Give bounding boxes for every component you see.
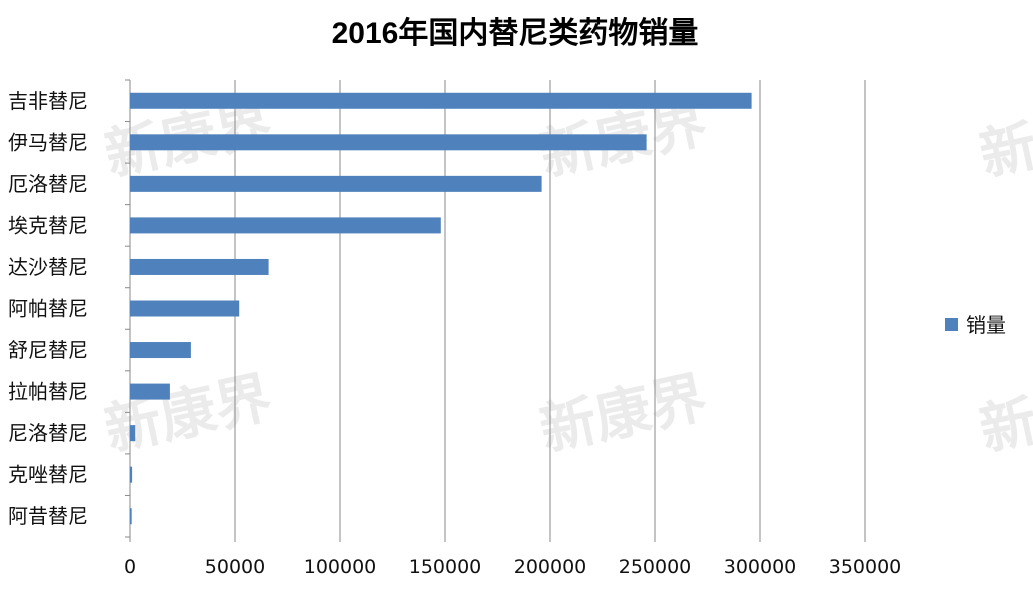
category-label: 吉非替尼 <box>8 89 88 113</box>
x-tick-labels: 0 50000 100000 150000 200000 250000 300000 3500… <box>124 556 901 578</box>
watermark-text: 新康界 <box>974 365 1033 464</box>
bar <box>130 258 269 275</box>
category-label: 拉帕替尼 <box>8 380 88 404</box>
x-tick-label: 0 <box>124 556 136 578</box>
bar <box>130 300 240 317</box>
category-label: 阿昔替尼 <box>8 504 88 528</box>
bar <box>130 466 133 483</box>
category-label: 舒尼替尼 <box>8 338 88 362</box>
bar <box>130 342 191 359</box>
category-label: 伊马替尼 <box>8 130 88 154</box>
legend-label: 销量 <box>966 313 1006 337</box>
category-labels: 吉非替尼伊马替尼厄洛替尼埃克替尼达沙替尼阿帕替尼舒尼替尼拉帕替尼尼洛替尼克唑替尼… <box>8 89 88 528</box>
category-label: 克唑替尼 <box>8 463 88 487</box>
bar <box>130 134 647 151</box>
x-tick-label: 50000 <box>205 556 265 578</box>
x-tick-label: 100000 <box>304 556 377 578</box>
category-label: 厄洛替尼 <box>8 172 88 196</box>
category-label: 埃克替尼 <box>8 213 88 237</box>
bars <box>130 92 752 525</box>
x-tick-label: 150000 <box>409 556 482 578</box>
chart-title: 2016年国内替尼类药物销量 <box>332 17 699 50</box>
bar <box>130 217 441 234</box>
bar <box>130 175 542 192</box>
x-tick-label: 200000 <box>514 556 587 578</box>
x-tick-label: 300000 <box>724 556 797 578</box>
bar <box>130 508 132 525</box>
category-label: 尼洛替尼 <box>8 421 88 445</box>
gridlines <box>125 79 866 542</box>
x-tick-label: 250000 <box>619 556 692 578</box>
watermark-text: 新康界 <box>534 365 712 464</box>
legend-swatch <box>945 318 958 331</box>
x-tick-label: 350000 <box>829 556 902 578</box>
legend: 销量 <box>945 313 1006 337</box>
watermark-text: 新康界 <box>99 365 277 464</box>
watermark-text: 新康界 <box>974 90 1033 189</box>
bar <box>130 383 170 400</box>
category-label: 达沙替尼 <box>8 255 88 279</box>
bar <box>130 425 136 442</box>
bar <box>130 92 752 109</box>
category-label: 阿帕替尼 <box>8 297 88 321</box>
